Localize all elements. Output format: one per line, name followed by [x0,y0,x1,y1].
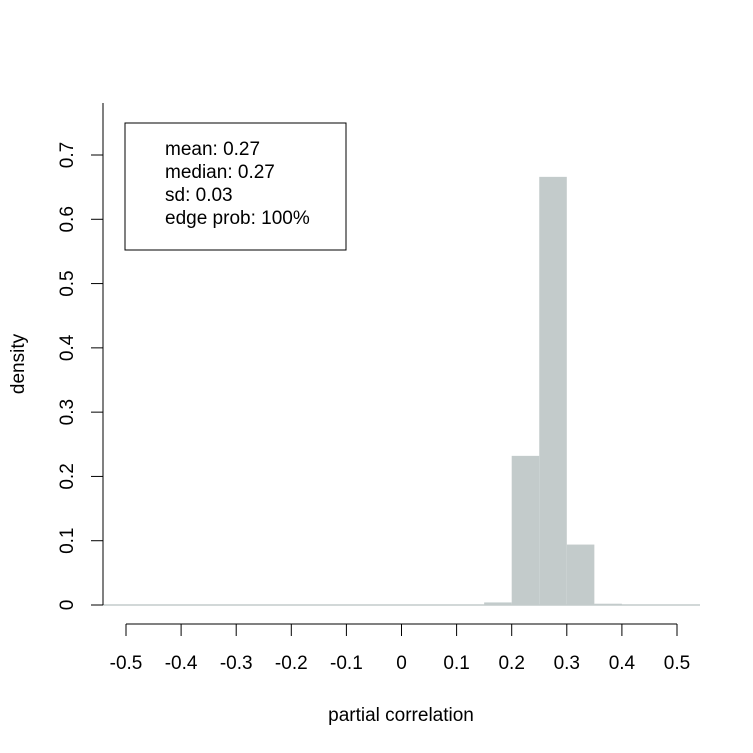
legend-line: edge prob: 100% [165,208,310,229]
x-tick-label: -0.1 [330,653,363,674]
x-axis-label: partial correlation [328,705,474,726]
x-tick-label: -0.4 [165,653,198,674]
y-tick-label: 0.5 [57,270,78,296]
y-tick-label: 0.4 [57,334,78,361]
y-tick-label: 0.3 [57,399,78,425]
x-tick-label: 0.1 [443,653,469,674]
histogram-bar [484,602,512,605]
x-tick-label: 0.3 [554,653,580,674]
y-tick-label: 0.1 [57,528,78,554]
x-tick-label: 0 [396,653,407,674]
x-tick-label: -0.2 [275,653,308,674]
legend-line: sd: 0.03 [165,185,233,206]
histogram-bar [511,455,540,605]
x-axis: -0.5 -0.4 -0.3 -0.2 -0.1 0 0.1 0.2 0.3 0.4 0.5 [110,623,690,674]
y-axis: 0 0.1 0.2 0.3 0.4 0.5 0.6 0.7 [57,103,104,611]
y-tick-label: 0 [57,600,78,611]
y-tick-label: 0.6 [57,206,78,232]
histogram-bars [484,176,622,605]
legend-frame [124,122,347,251]
histogram-bar [539,176,567,605]
x-tick-label: -0.3 [220,653,253,674]
x-tick-label: 0.5 [664,653,690,674]
y-axis-label: density [8,333,29,394]
histogram-bar [566,544,595,605]
x-tick-label: 0.4 [609,653,636,674]
legend-line: median: 0.27 [165,162,275,183]
y-tick-label: 0.7 [57,142,78,168]
x-tick-label: -0.5 [110,653,143,674]
legend-line: mean: 0.27 [165,139,260,160]
x-tick-label: 0.2 [498,653,524,674]
y-tick-label: 0.2 [57,463,78,489]
